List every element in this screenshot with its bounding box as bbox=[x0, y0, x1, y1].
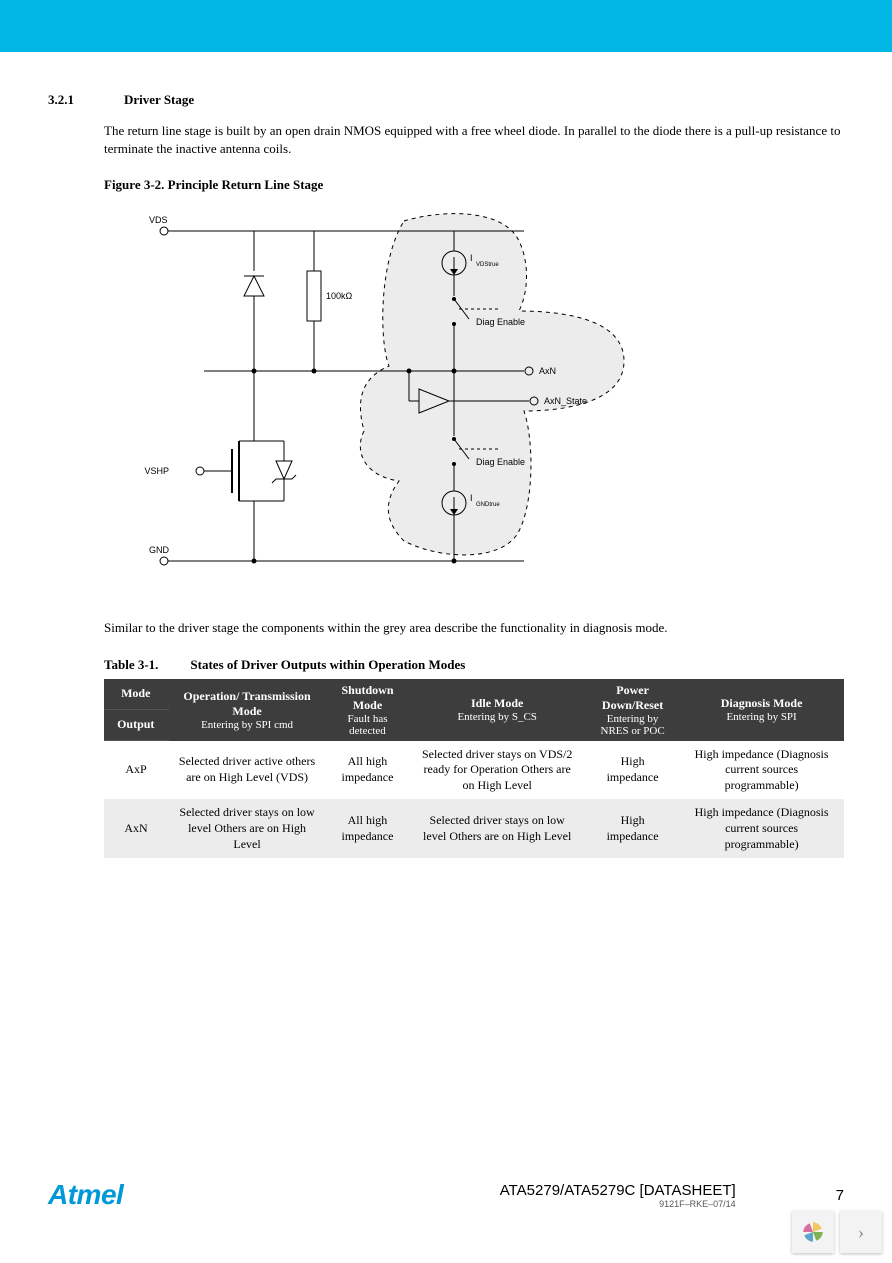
pinwheel-icon bbox=[800, 1219, 826, 1245]
col0-top: Mode bbox=[104, 679, 168, 710]
circuit-diagram: VDS 100kΩ I VDStrue Diag bbox=[104, 201, 844, 595]
header-accent-bar bbox=[0, 0, 892, 52]
paragraph-intro: The return line stage is built by an ope… bbox=[104, 122, 844, 157]
table-row: AxP Selected driver active others are on… bbox=[104, 741, 844, 800]
col-hdr-4: Diagnosis Mode Entering by SPI bbox=[680, 679, 844, 741]
figure-caption: Figure 3-2. Principle Return Line Stage bbox=[104, 177, 844, 193]
chevron-right-icon: › bbox=[858, 1222, 864, 1243]
col-hdr-3: Power Down/Reset Entering by NRES or POC bbox=[586, 679, 680, 741]
row-output: AxP bbox=[104, 741, 168, 800]
col-hdr-0: Operation/ Transmission Mode Entering by… bbox=[168, 679, 326, 741]
viewer-logo-button[interactable] bbox=[792, 1211, 834, 1253]
table-row: AxN Selected driver stays on low level O… bbox=[104, 799, 844, 858]
viewer-nav: › bbox=[792, 1211, 882, 1253]
resistor-value: 100kΩ bbox=[326, 291, 353, 301]
col0-bottom: Output bbox=[104, 709, 168, 740]
gnd-label: GND bbox=[149, 545, 170, 555]
axn-label: AxN bbox=[539, 366, 556, 376]
states-table: Mode Operation/ Transmission Mode Enteri… bbox=[104, 679, 844, 859]
page-number: 7 bbox=[836, 1187, 844, 1204]
table-label: Table 3-1. bbox=[104, 657, 158, 673]
section-title: Driver Stage bbox=[124, 92, 194, 108]
cell: All high impedance bbox=[326, 741, 409, 800]
i-bot: I bbox=[470, 493, 473, 503]
cell: High impedance bbox=[586, 799, 680, 858]
vshp-label: VSHP bbox=[144, 466, 169, 476]
row-output: AxN bbox=[104, 799, 168, 858]
cell: Selected driver stays on low level Other… bbox=[409, 799, 586, 858]
cell: Selected driver stays on low level Other… bbox=[168, 799, 326, 858]
page-footer: Atmel ATA5279/ATA5279C [DATASHEET] 9121F… bbox=[0, 1179, 892, 1211]
axn-state-label: AxN_State bbox=[544, 396, 587, 406]
diag-enable-top: Diag Enable bbox=[476, 317, 525, 327]
diag-enable-bot: Diag Enable bbox=[476, 457, 525, 467]
table-title: States of Driver Outputs within Operatio… bbox=[190, 657, 465, 673]
cell: High impedance (Diagnosis current source… bbox=[680, 799, 844, 858]
table-caption: Table 3-1. States of Driver Outputs with… bbox=[104, 657, 844, 673]
cell: Selected driver active others are on Hig… bbox=[168, 741, 326, 800]
paragraph-note: Similar to the driver stage the componen… bbox=[104, 619, 844, 637]
section-heading: 3.2.1 Driver Stage bbox=[48, 92, 844, 108]
i-bot-sub: GNDtrue bbox=[476, 502, 500, 508]
cell: High impedance bbox=[586, 741, 680, 800]
cell: All high impedance bbox=[326, 799, 409, 858]
page-content: 3.2.1 Driver Stage The return line stage… bbox=[0, 52, 892, 858]
i-top-sub: VDStrue bbox=[476, 262, 499, 268]
atmel-logo: Atmel bbox=[48, 1179, 123, 1211]
section-number: 3.2.1 bbox=[48, 92, 96, 108]
footer-doc-title: ATA5279/ATA5279C [DATASHEET] 9121F–RKE–0… bbox=[500, 1182, 776, 1209]
col-hdr-2: Idle Mode Entering by S_CS bbox=[409, 679, 586, 741]
i-top: I bbox=[470, 253, 473, 263]
cell: Selected driver stays on VDS/2 ready for… bbox=[409, 741, 586, 800]
cell: High impedance (Diagnosis current source… bbox=[680, 741, 844, 800]
next-page-button[interactable]: › bbox=[840, 1211, 882, 1253]
vds-label: VDS bbox=[149, 215, 168, 225]
col-hdr-1: Shutdown Mode Fault has detected bbox=[326, 679, 409, 741]
